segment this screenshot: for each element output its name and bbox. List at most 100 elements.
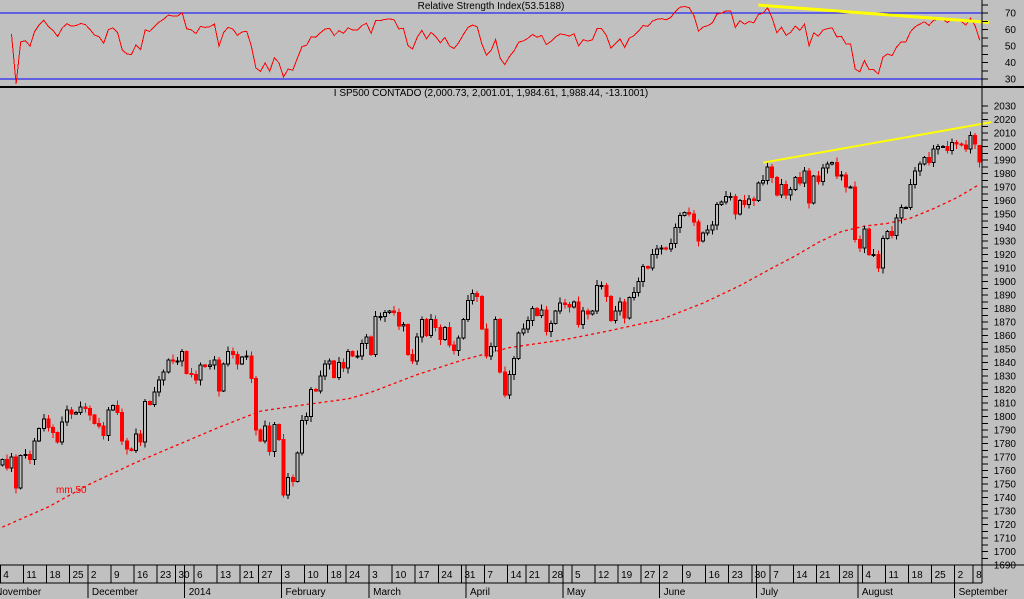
candle-body [627, 297, 632, 319]
candle-body [134, 433, 139, 451]
candle-body [618, 301, 623, 312]
rsi-axis-label: 70 [1005, 9, 1017, 20]
candle-body [475, 293, 480, 297]
candle-body [69, 409, 74, 415]
candle-body [498, 318, 503, 373]
day-tick-label: 12 [598, 570, 610, 581]
candle-body [848, 186, 853, 189]
candle-body [461, 318, 466, 339]
candle-body [802, 170, 807, 184]
candle-body [950, 141, 955, 152]
candle-body [0, 459, 5, 466]
candle-body [784, 183, 789, 196]
candle-body [903, 206, 908, 209]
candle-body [152, 391, 157, 405]
day-tick-label: 2 [958, 570, 964, 581]
day-tick-label: 14 [510, 570, 522, 581]
candle-body [719, 201, 724, 206]
day-tick-label: 28 [842, 570, 854, 581]
day-tick-label: 6 [197, 570, 203, 581]
candle-body [161, 371, 166, 381]
rsi-trendline[interactable] [758, 3, 990, 24]
price-axis-label: 1890 [994, 291, 1017, 302]
candle-body [27, 453, 32, 461]
candle-body [392, 310, 397, 314]
candle-body [157, 379, 162, 393]
candle-body [926, 156, 931, 164]
candle-body [608, 295, 613, 322]
candle-body [120, 411, 125, 442]
price-axis-label: 1940 [994, 223, 1017, 234]
price-axis-label: 2010 [994, 129, 1017, 140]
price-axis-label: 1720 [994, 520, 1017, 531]
price-axis-label: 1960 [994, 196, 1017, 207]
candle-body [87, 407, 92, 416]
day-tick-label: 11 [26, 570, 37, 581]
candle-body [97, 422, 102, 427]
candle-body [51, 426, 56, 434]
day-tick-label: 9 [114, 570, 120, 581]
panel-separator [0, 86, 1024, 88]
day-tick-label: 3 [285, 570, 291, 581]
price-axis-label: 1920 [994, 250, 1017, 261]
candle-body [147, 401, 152, 405]
candle-body [562, 302, 567, 305]
candle-body [728, 195, 733, 198]
price-axis-label: 1870 [994, 318, 1017, 329]
day-tick-label: 14 [796, 570, 808, 581]
candle-body [138, 433, 143, 443]
candle-body [336, 362, 341, 378]
candle-body [945, 146, 950, 152]
price-axis-label: 1980 [994, 169, 1017, 180]
candle-body [175, 360, 180, 363]
candle-body [502, 371, 507, 396]
day-tick-label: 21 [819, 570, 831, 581]
day-tick-label: 11 [888, 570, 899, 581]
month-label: 2014 [189, 587, 212, 598]
candle-body [143, 401, 148, 443]
candles [0, 131, 982, 499]
candle-body [747, 198, 752, 206]
candle-body [820, 167, 825, 183]
candle-body [696, 221, 701, 242]
candle-body [14, 456, 19, 489]
candle-body [673, 227, 678, 245]
candle-body [438, 326, 443, 341]
candle-body [456, 337, 461, 351]
price-panel-title: I SP500 CONTADO (2,000.73, 2,001.01, 1,9… [333, 88, 649, 99]
candle-body [32, 440, 37, 461]
candle-body [590, 310, 595, 315]
price-axis-label: 1900 [994, 277, 1017, 288]
candle-body [410, 353, 415, 362]
candle-body [442, 326, 447, 341]
price-axis-label: 1850 [994, 345, 1017, 356]
candle-body [899, 206, 904, 219]
candle-body [346, 351, 351, 369]
x-axis: 4 11 18 25 2 9 16 23 30 6 13 21 27 3 10 18 24 3 10 17 24 31 7 1… [0, 564, 1024, 598]
candle-body [429, 318, 434, 336]
candle-body [797, 177, 802, 184]
candle-body [641, 266, 646, 282]
rsi-axis-label: 60 [1005, 25, 1017, 36]
price-axis-label: 1860 [994, 331, 1017, 342]
candle-body [221, 363, 226, 392]
candle-body [691, 213, 696, 223]
candle-body [332, 360, 337, 378]
candle-body [235, 353, 240, 365]
price-axis-label: 1800 [994, 412, 1017, 423]
candle-body [793, 177, 798, 191]
candle-body [687, 212, 692, 215]
candle-body [659, 247, 664, 250]
month-label: April [470, 587, 490, 598]
candle-body [516, 332, 521, 359]
candle-body [124, 440, 129, 450]
day-tick-label: 4 [865, 570, 871, 581]
candle-body [92, 414, 97, 424]
candle-body [341, 362, 346, 369]
day-tick-label: 18 [331, 570, 343, 581]
price-trendline[interactable] [762, 121, 992, 164]
candle-body [415, 336, 420, 362]
candle-body [830, 162, 835, 165]
day-tick-label: 27 [644, 570, 656, 581]
